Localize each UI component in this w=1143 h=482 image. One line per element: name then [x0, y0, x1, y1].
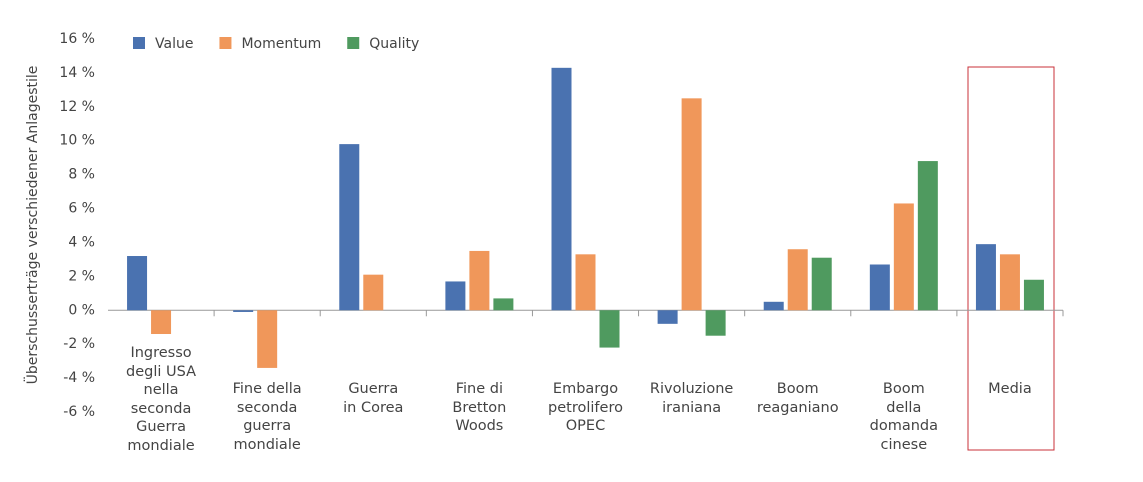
legend-swatch	[347, 37, 360, 49]
bar	[787, 249, 808, 311]
bar	[999, 254, 1020, 311]
legend-label: Value	[155, 36, 193, 52]
y-tick-label: 6 %	[68, 201, 95, 217]
y-tick-label: -2 %	[63, 336, 95, 352]
bar	[575, 254, 596, 311]
bar	[469, 250, 490, 311]
legend-swatch	[219, 37, 232, 49]
bar	[893, 203, 914, 311]
x-tick-label: Boom reaganiano	[756, 381, 839, 416]
bar	[445, 281, 466, 311]
x-tick-label: Boom della domanda cinese	[869, 381, 939, 453]
bar	[151, 310, 172, 335]
bar	[233, 310, 254, 312]
bar	[1023, 279, 1044, 311]
legend-label: Quality	[369, 36, 419, 52]
bar	[599, 310, 620, 348]
x-tick-label: Fine di Bretton Woods	[452, 381, 507, 435]
y-tick-label: 0 %	[68, 302, 95, 318]
x-tick-label: Rivoluzione iraniana	[649, 381, 734, 416]
y-tick-label: 2 %	[68, 268, 95, 284]
highlight-box	[967, 66, 1055, 451]
bar	[127, 256, 148, 311]
bar	[681, 98, 702, 311]
bar	[811, 257, 832, 311]
bar	[551, 67, 572, 311]
y-tick-label: -4 %	[63, 370, 95, 386]
x-tick-label: Embargo petrolifero OPEC	[548, 381, 623, 435]
bar	[869, 264, 890, 311]
legend-label: Momentum	[241, 36, 321, 52]
x-tick-label: Fine della seconda guerra mondiale	[232, 381, 302, 453]
y-tick-label: 16 %	[59, 31, 95, 47]
bar	[257, 310, 278, 368]
x-tick-label: Media	[988, 381, 1032, 397]
y-tick-label: -6 %	[63, 404, 95, 420]
bar	[363, 274, 384, 311]
bar	[705, 310, 726, 336]
bar	[763, 301, 784, 311]
legend-swatch	[133, 37, 145, 49]
y-axis-label: Überschusserträge verschiedener Anlagest…	[23, 66, 41, 385]
y-tick-label: 8 %	[68, 167, 95, 183]
bar	[657, 310, 678, 324]
y-tick-label: 4 %	[68, 234, 95, 250]
bar	[917, 161, 938, 311]
x-tick-label: Guerra in Corea	[343, 381, 404, 416]
y-tick-label: 10 %	[59, 133, 95, 149]
bar	[339, 144, 360, 311]
x-tick-label: Ingresso degli USA nella seconda Guerra …	[126, 345, 197, 454]
bar	[975, 244, 996, 311]
bar	[493, 298, 514, 311]
y-tick-label: 12 %	[59, 99, 95, 115]
y-tick-label: 14 %	[59, 65, 95, 81]
